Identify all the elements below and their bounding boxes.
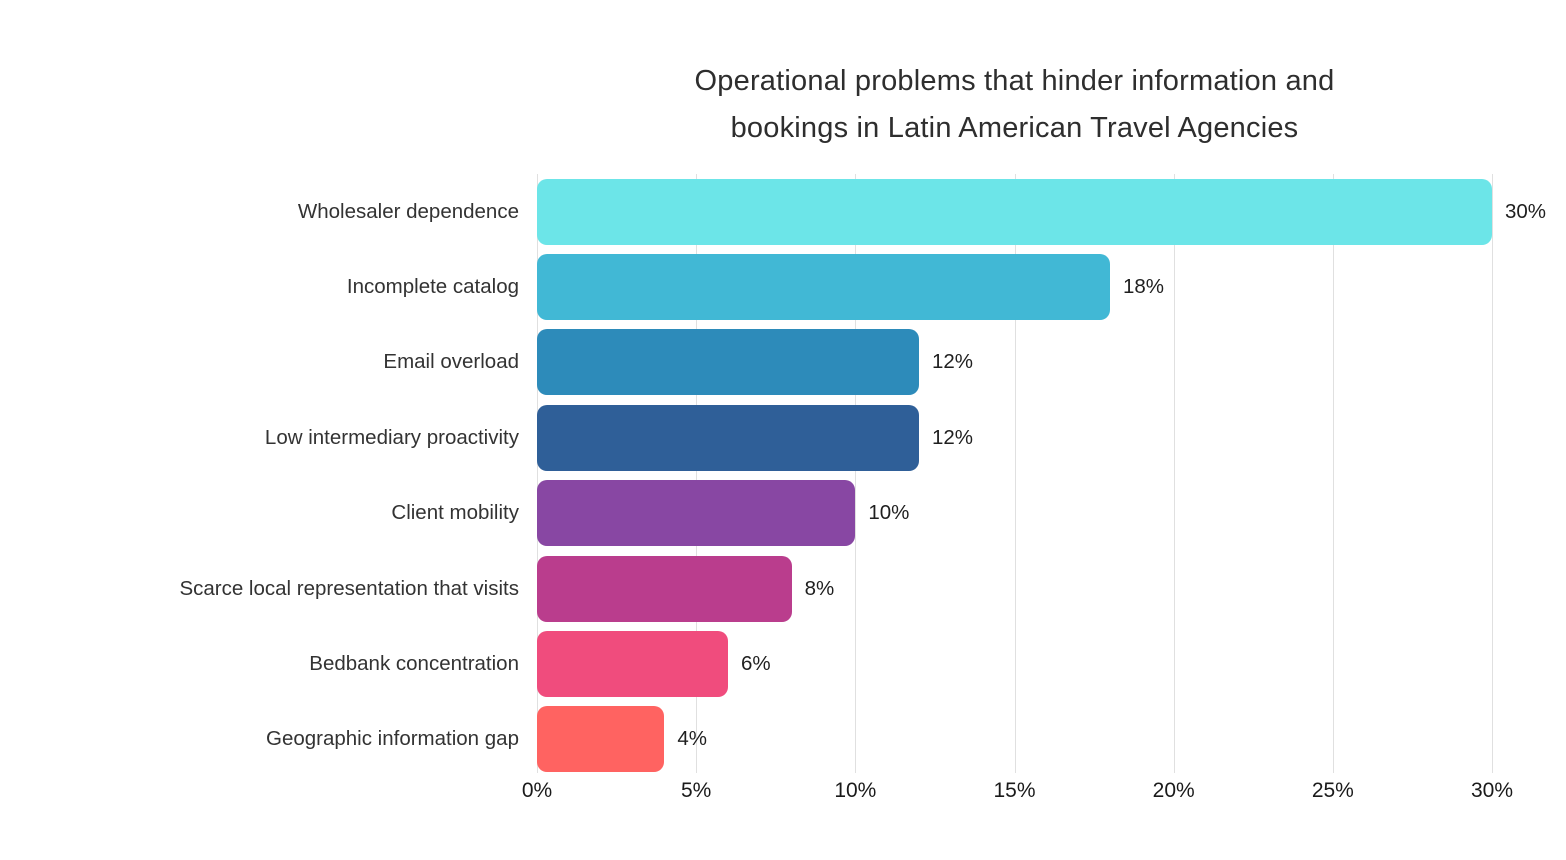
- category-label-low-intermediary-proactivity: Low intermediary proactivity: [264, 425, 519, 449]
- bar-low-intermediary-proactivity[interactable]: [537, 404, 919, 471]
- category-label-client-mobility: Client mobility: [391, 501, 519, 525]
- bar-client-mobility[interactable]: [537, 480, 856, 547]
- chart-row-email-overload: Email overload 12%: [0, 325, 1566, 400]
- x-axis: 0% 5% 10% 15% 20% 25% 30%: [522, 779, 1513, 809]
- x-tick-label-30: 30%: [1470, 779, 1514, 802]
- bar-track: 12%: [537, 325, 1492, 400]
- bar-track: 8%: [537, 551, 1492, 626]
- x-tick-label-10: 10%: [834, 779, 877, 802]
- gridline-5: [696, 174, 698, 773]
- bar-email-overload[interactable]: [537, 329, 919, 396]
- value-label-client-mobility: 10%: [868, 501, 910, 525]
- gridline-20: [1173, 174, 1175, 773]
- value-label-scarce-local-representation-that-visits: 8%: [804, 576, 835, 600]
- gridline-25: [1332, 174, 1334, 773]
- value-label-bedbank-concentration: 6%: [741, 652, 771, 676]
- gridlines: [537, 174, 1493, 773]
- x-tick-label-0: 0%: [521, 779, 553, 802]
- bar-track: 4%: [537, 702, 1492, 777]
- x-tick-label-20: 20%: [1152, 779, 1195, 802]
- category-label-geographic-information-gap: Geographic information gap: [266, 727, 519, 751]
- bar-track: 18%: [537, 249, 1492, 324]
- gridline-15: [1014, 174, 1016, 773]
- x-tick-label-5: 5%: [680, 779, 712, 802]
- chart-row-client-mobility: Client mobility 10%: [0, 476, 1566, 551]
- category-label-incomplete-catalog: Incomplete catalog: [346, 275, 519, 299]
- chart-row-geographic-information-gap: Geographic information gap 4%: [0, 702, 1566, 777]
- category-label-bedbank-concentration: Bedbank concentration: [309, 652, 519, 676]
- value-label-incomplete-catalog: 18%: [1123, 275, 1165, 299]
- bar-chart-rows: Wholesaler dependence 30% Incomplete catal…: [0, 174, 1566, 777]
- chart-title-line1: Operational problems that hinder informa…: [694, 65, 1335, 97]
- chart-row-incomplete-catalog: Incomplete catalog 18%: [0, 249, 1566, 324]
- chart-row-bedbank-concentration: Bedbank concentration 6%: [0, 626, 1566, 701]
- chart-title-line2: bookings in Latin American Travel Agenci…: [730, 112, 1299, 144]
- value-label-low-intermediary-proactivity: 12%: [932, 425, 974, 449]
- chart-row-scarce-local-representation-that-visits: Scarce local representation that visits 8…: [0, 551, 1566, 626]
- bar-geographic-information-gap[interactable]: [537, 706, 665, 773]
- chart-row-wholesaler-dependence: Wholesaler dependence 30%: [0, 174, 1566, 249]
- bar-bedbank-concentration[interactable]: [537, 631, 728, 698]
- value-label-email-overload: 12%: [932, 350, 974, 374]
- bar-scarce-local-representation-that-visits[interactable]: [537, 555, 792, 622]
- bar-track: 30%: [537, 174, 1546, 249]
- bar-track: 10%: [537, 476, 1492, 551]
- category-label-email-overload: Email overload: [383, 350, 519, 374]
- category-label-scarce-local-representation-that-visits: Scarce local representation that visits: [179, 576, 519, 600]
- gridline-0: [537, 174, 538, 773]
- bar-incomplete-catalog[interactable]: [537, 254, 1110, 321]
- gridline-10: [855, 174, 857, 773]
- chart-title: Operational problems that hinder informa…: [557, 58, 1472, 152]
- x-tick-label-25: 25%: [1311, 779, 1354, 802]
- value-label-geographic-information-gap: 4%: [677, 727, 707, 751]
- chart-row-low-intermediary-proactivity: Low intermediary proactivity 12%: [0, 400, 1566, 475]
- category-label-wholesaler-dependence: Wholesaler dependence: [297, 199, 519, 223]
- x-tick-label-15: 15%: [993, 779, 1036, 802]
- value-label-wholesaler-dependence: 30%: [1505, 199, 1547, 223]
- bar-track: 6%: [537, 626, 1492, 701]
- gridline-30: [1492, 174, 1493, 773]
- bar-track: 12%: [537, 400, 1492, 475]
- bar-wholesaler-dependence[interactable]: [537, 178, 1492, 245]
